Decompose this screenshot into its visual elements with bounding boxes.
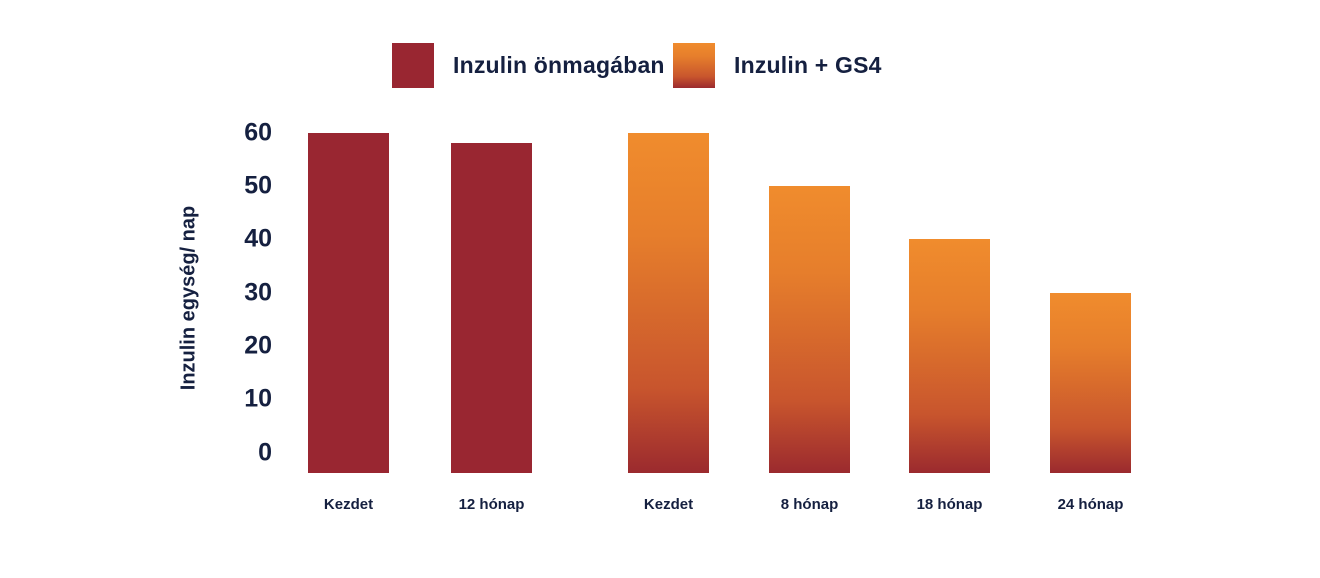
- y-axis-title: Inzulin egység/ nap: [177, 205, 200, 391]
- y-tick-label-20: 20: [244, 331, 272, 360]
- y-tick-label-60: 60: [244, 118, 272, 147]
- legend-item-insulin-alone: Inzulin önmagában: [392, 43, 665, 88]
- x-category-label-6: 24 hónap: [1057, 496, 1124, 513]
- y-tick-label-10: 10: [244, 384, 272, 413]
- bar-2-12-hónap: [451, 143, 532, 473]
- legend-swatch-insulin-alone: [392, 43, 434, 88]
- x-category-label-3: Kezdet: [643, 496, 694, 513]
- bar-4-8-hónap: [769, 186, 850, 473]
- bar-6-24-hónap: [1050, 292, 1131, 473]
- legend-label-insulin-alone: Inzulin önmagában: [453, 52, 665, 78]
- y-tick-label-30: 30: [244, 278, 272, 307]
- legend-swatch-insulin-gs4: [673, 43, 715, 88]
- legend-label-insulin-gs4: Inzulin + GS4: [734, 52, 882, 78]
- x-category-label-4: 8 hónap: [780, 496, 839, 513]
- legend-item-insulin-gs4: Inzulin + GS4: [673, 43, 882, 88]
- y-tick-label-50: 50: [244, 171, 272, 200]
- x-category-label-5: 18 hónap: [916, 496, 983, 513]
- bar-1-kezdet: [308, 132, 389, 473]
- x-category-label-1: Kezdet: [323, 496, 374, 513]
- y-tick-label-0: 0: [258, 438, 272, 466]
- x-category-label-2: 12 hónap: [458, 496, 525, 513]
- bar-5-18-hónap: [909, 239, 990, 473]
- bar-3-kezdet: [628, 132, 709, 473]
- y-tick-label-40: 40: [244, 224, 272, 253]
